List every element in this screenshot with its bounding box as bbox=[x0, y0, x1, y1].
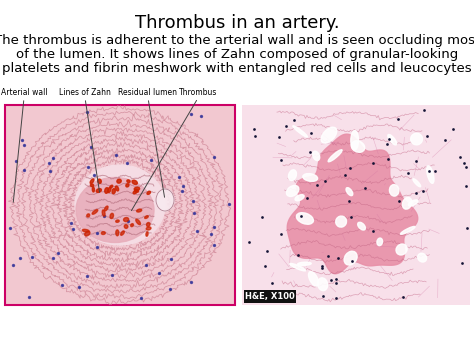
Ellipse shape bbox=[409, 200, 418, 206]
Ellipse shape bbox=[147, 191, 151, 195]
Ellipse shape bbox=[105, 188, 109, 193]
Ellipse shape bbox=[82, 229, 89, 232]
Ellipse shape bbox=[85, 231, 90, 236]
Ellipse shape bbox=[309, 272, 319, 286]
Text: The thrombus is adherent to the arterial wall and is seen occluding most: The thrombus is adherent to the arterial… bbox=[0, 34, 474, 47]
Ellipse shape bbox=[298, 262, 311, 266]
Text: Thrombus in an artery.: Thrombus in an artery. bbox=[135, 14, 339, 32]
Ellipse shape bbox=[120, 231, 124, 235]
Ellipse shape bbox=[112, 189, 115, 194]
Text: of the lumen. It shows lines of Zahn composed of granular-looking: of the lumen. It shows lines of Zahn com… bbox=[16, 48, 458, 61]
Ellipse shape bbox=[110, 185, 113, 188]
Ellipse shape bbox=[293, 126, 307, 137]
Ellipse shape bbox=[396, 244, 407, 255]
Ellipse shape bbox=[92, 209, 98, 214]
Ellipse shape bbox=[377, 238, 383, 246]
Ellipse shape bbox=[96, 189, 101, 192]
Text: H&E, X100: H&E, X100 bbox=[245, 292, 295, 301]
Ellipse shape bbox=[390, 185, 399, 196]
Ellipse shape bbox=[116, 220, 119, 222]
Ellipse shape bbox=[108, 187, 111, 193]
Ellipse shape bbox=[127, 180, 130, 183]
Ellipse shape bbox=[156, 189, 174, 211]
Ellipse shape bbox=[344, 251, 357, 265]
Ellipse shape bbox=[135, 190, 138, 192]
Bar bbox=[5, 105, 235, 305]
Text: platelets and fibrin meshwork with entangled red cells and leucocytes: platelets and fibrin meshwork with entan… bbox=[2, 62, 472, 75]
Ellipse shape bbox=[351, 131, 358, 150]
Ellipse shape bbox=[92, 187, 94, 192]
Ellipse shape bbox=[146, 227, 151, 230]
Ellipse shape bbox=[104, 206, 108, 211]
Bar bbox=[242, 105, 470, 305]
Text: Thrombus: Thrombus bbox=[179, 88, 217, 97]
Bar bbox=[244, 290, 296, 303]
Ellipse shape bbox=[318, 278, 328, 291]
Ellipse shape bbox=[336, 216, 346, 227]
Ellipse shape bbox=[91, 184, 94, 187]
Text: Lines of Zahn: Lines of Zahn bbox=[59, 88, 111, 97]
Ellipse shape bbox=[76, 178, 154, 242]
Ellipse shape bbox=[290, 263, 306, 271]
Ellipse shape bbox=[87, 214, 90, 217]
Ellipse shape bbox=[346, 188, 353, 196]
Ellipse shape bbox=[101, 231, 105, 235]
Ellipse shape bbox=[117, 179, 121, 183]
Text: Arterial wall: Arterial wall bbox=[0, 88, 47, 97]
Polygon shape bbox=[287, 134, 418, 274]
Ellipse shape bbox=[413, 179, 420, 187]
Ellipse shape bbox=[136, 219, 140, 225]
Ellipse shape bbox=[427, 166, 434, 183]
Ellipse shape bbox=[402, 197, 412, 209]
Ellipse shape bbox=[328, 150, 342, 162]
Ellipse shape bbox=[145, 216, 148, 218]
Ellipse shape bbox=[137, 209, 142, 212]
Ellipse shape bbox=[418, 253, 427, 262]
Ellipse shape bbox=[134, 187, 140, 191]
Ellipse shape bbox=[90, 179, 94, 184]
Text: Residual lumen: Residual lumen bbox=[118, 88, 177, 97]
Ellipse shape bbox=[98, 179, 101, 184]
Ellipse shape bbox=[295, 195, 304, 201]
Ellipse shape bbox=[124, 225, 128, 228]
Ellipse shape bbox=[351, 141, 365, 152]
Ellipse shape bbox=[126, 184, 129, 187]
Ellipse shape bbox=[286, 185, 299, 196]
Ellipse shape bbox=[146, 232, 148, 236]
Ellipse shape bbox=[110, 213, 113, 219]
Ellipse shape bbox=[388, 135, 397, 145]
Ellipse shape bbox=[116, 230, 119, 236]
Ellipse shape bbox=[321, 127, 337, 143]
Ellipse shape bbox=[115, 186, 118, 191]
Ellipse shape bbox=[303, 174, 318, 181]
Ellipse shape bbox=[132, 180, 137, 185]
Ellipse shape bbox=[289, 170, 296, 180]
Ellipse shape bbox=[313, 151, 320, 160]
Ellipse shape bbox=[296, 213, 313, 224]
Ellipse shape bbox=[133, 191, 137, 194]
Ellipse shape bbox=[358, 222, 365, 230]
Ellipse shape bbox=[401, 226, 415, 234]
Ellipse shape bbox=[75, 165, 165, 245]
Ellipse shape bbox=[102, 210, 105, 216]
Ellipse shape bbox=[410, 133, 422, 145]
Ellipse shape bbox=[146, 223, 150, 226]
Ellipse shape bbox=[124, 218, 128, 222]
Ellipse shape bbox=[131, 224, 134, 226]
